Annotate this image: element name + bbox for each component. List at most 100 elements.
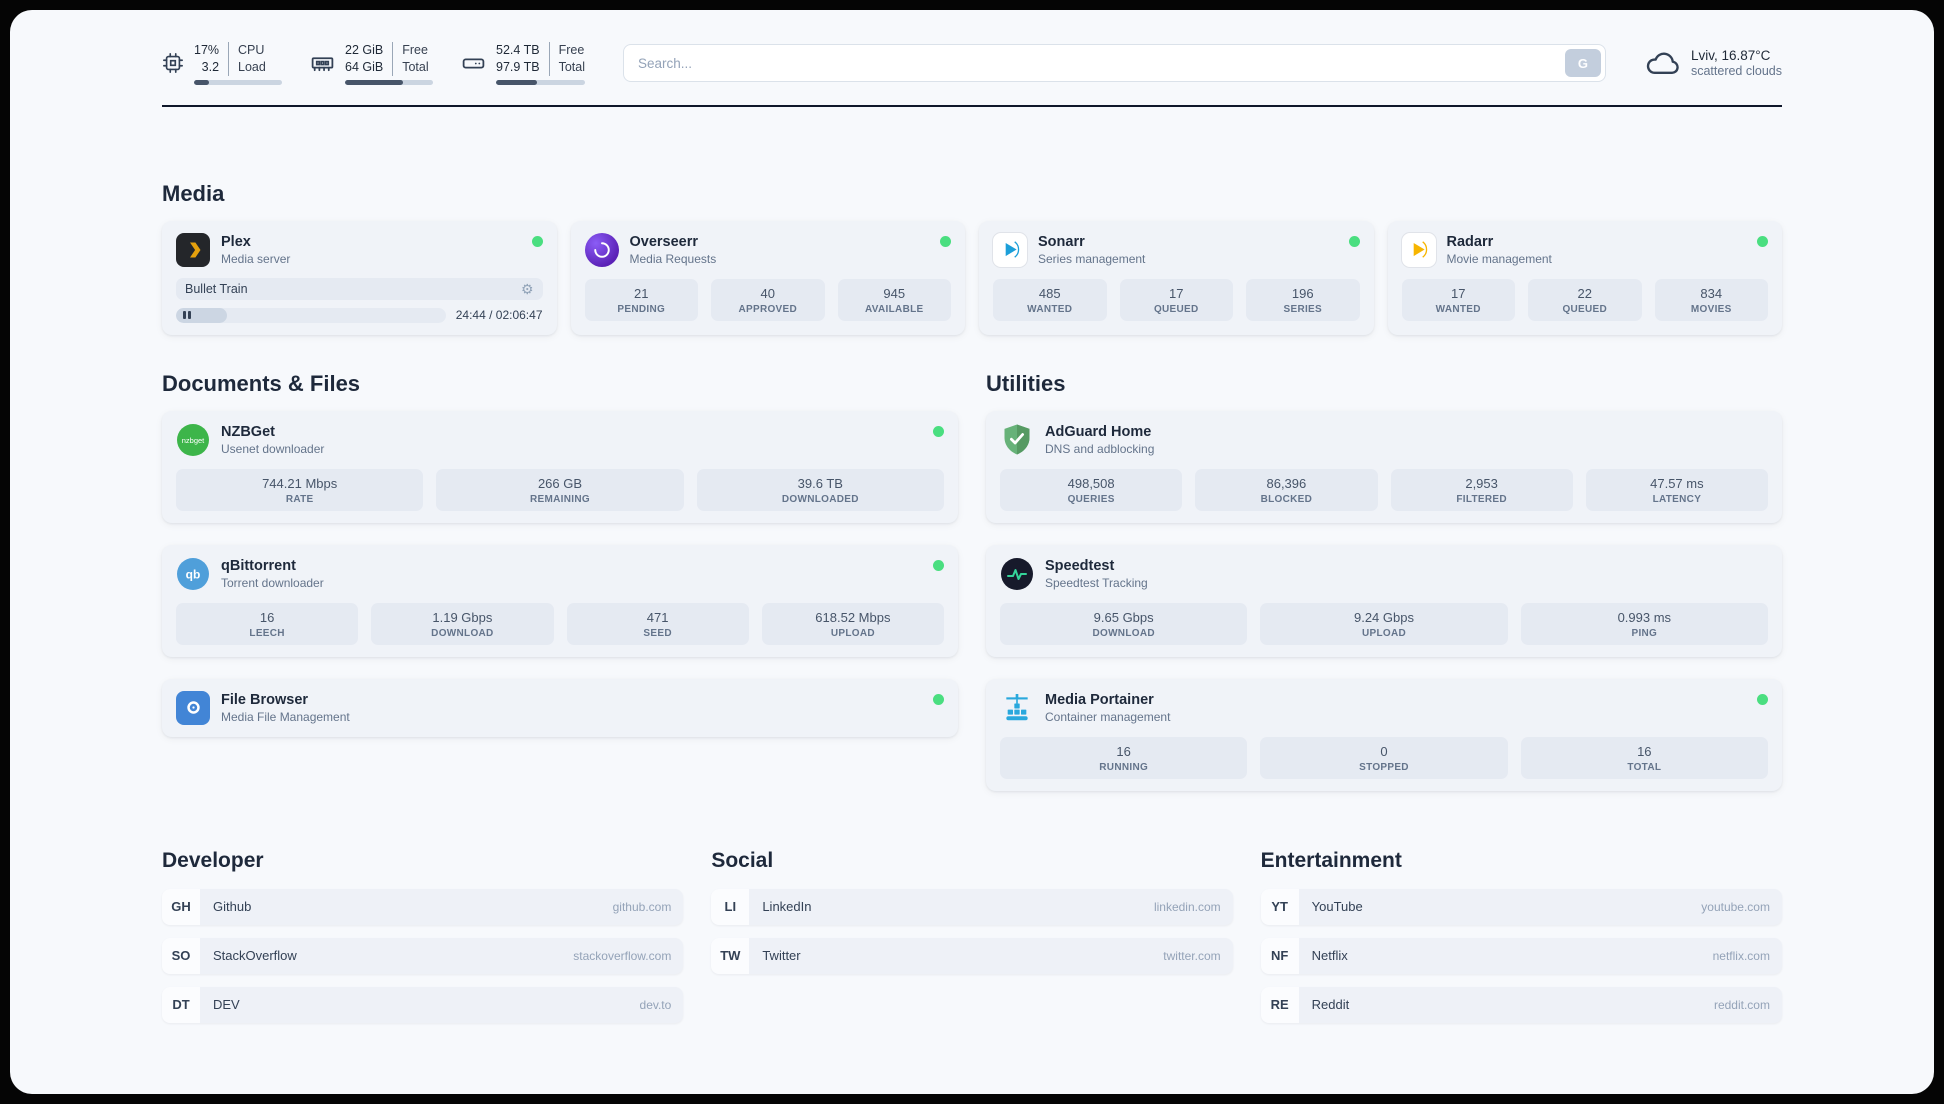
stat-block: 498,508 QUERIES: [1000, 468, 1183, 511]
stat-block: 16 TOTAL: [1520, 736, 1768, 779]
stat-block: 1.19 Gbps DOWNLOAD: [371, 602, 554, 645]
divider: [228, 42, 230, 76]
cpu-usage-value: 17%: [194, 43, 220, 57]
cpu-progress-bar: [194, 79, 282, 85]
stat-block: 945 AVAILABLE: [837, 278, 951, 321]
pause-icon: [183, 311, 191, 320]
service-card-nzbget[interactable]: nzbget NZBGet Usenet downloader 744.21 M…: [162, 410, 958, 523]
service-stats: 16 LEECH 1.19 Gbps DOWNLOAD 471 SEED 618.52…: [176, 602, 944, 645]
speedtest-icon: [1000, 557, 1034, 591]
playback-time: 24:44 / 02:06:47: [455, 308, 543, 323]
service-description: Media File Management: [221, 710, 350, 725]
service-card-plex[interactable]: Plex Media server Bullet Train ⚙: [162, 220, 557, 335]
cpu-load-label: Load: [238, 59, 266, 74]
playback-progress-row: 24:44 / 02:06:47: [176, 307, 543, 323]
portainer-icon: [1000, 691, 1034, 725]
bookmark-dev[interactable]: DT DEV dev.to: [162, 986, 684, 1023]
disk-total-value: 97.9 TB: [496, 59, 540, 74]
weather-widget: Lviv, 16.87°C scattered clouds: [1644, 47, 1782, 80]
disk-progress-bar: [496, 79, 585, 85]
bookmark-linkedin[interactable]: LI LinkedIn linkedin.com: [711, 888, 1233, 925]
search-provider-button[interactable]: G: [1564, 49, 1601, 78]
group-utilities: Utilities AdGuard Home DNS and adblockin…: [986, 371, 1782, 791]
cpu-load-value: 3.2: [201, 59, 220, 74]
bookmark-name: LinkedIn: [762, 899, 812, 915]
now-playing-row: Bullet Train ⚙: [176, 277, 543, 300]
stat-block: 17 WANTED: [1401, 278, 1515, 321]
status-dot: [933, 559, 944, 571]
divider: [548, 42, 550, 76]
service-description: Container management: [1045, 710, 1171, 725]
service-card-sonarr[interactable]: Sonarr Series management 485 WANTED 17 QUE…: [979, 220, 1374, 335]
bookmark-reddit[interactable]: RE Reddit reddit.com: [1260, 986, 1782, 1023]
service-stats: 17 WANTED 22 QUEUED 834 MOVIES: [1401, 278, 1768, 321]
bookmark-url: reddit.com: [1713, 997, 1770, 1012]
bookmark-url: linkedin.com: [1153, 899, 1221, 914]
status-dot: [1757, 235, 1768, 247]
stat-block: 9.24 Gbps UPLOAD: [1260, 602, 1508, 645]
bookmark-stackoverflow[interactable]: SO StackOverflow stackoverflow.com: [162, 937, 684, 974]
stat-block: 21 PENDING: [584, 278, 698, 321]
stat-block: 16 LEECH: [176, 602, 359, 645]
service-description: Media server: [221, 252, 291, 267]
bookmark-group-entertainment: Entertainment YT YouTube youtube.com NF …: [1260, 848, 1782, 1023]
memory-free-label: Free: [402, 43, 428, 57]
service-card-speedtest[interactable]: Speedtest Speedtest Tracking 9.65 Gbps DO…: [986, 544, 1782, 657]
disk-free-label: Free: [558, 43, 585, 57]
service-card-filebrowser[interactable]: File Browser Media File Management: [162, 678, 958, 737]
cpu-icon: [162, 52, 184, 74]
service-card-radarr[interactable]: Radarr Movie management 17 WANTED 22 QUEUE…: [1387, 220, 1782, 335]
disk-icon: [461, 51, 486, 76]
status-dot: [1757, 693, 1768, 705]
stat-block: 744.21 Mbps RATE: [176, 468, 424, 511]
service-description: Series management: [1038, 252, 1146, 267]
header-divider: [162, 104, 1782, 107]
service-card-adguard[interactable]: AdGuard Home DNS and adblocking 498,508 Q…: [986, 410, 1782, 523]
service-card-portainer[interactable]: Media Portainer Container management 16 R…: [986, 678, 1782, 791]
memory-widget: 22 GiB 64 GiB Free Total: [310, 42, 433, 85]
stat-block: 0 STOPPED: [1260, 736, 1508, 779]
stat-block: 0.993 ms PING: [1520, 602, 1768, 645]
stat-block: 47.57 ms LATENCY: [1585, 468, 1768, 511]
search-input[interactable]: [622, 44, 1606, 83]
qbittorrent-icon: qb: [176, 557, 210, 591]
svg-text:qb: qb: [186, 567, 201, 581]
resource-widgets: 17% 3.2 CPU Load: [162, 42, 585, 85]
filebrowser-icon: [176, 690, 210, 725]
service-name: NZBGet: [221, 424, 275, 441]
dashboard-page: 17% 3.2 CPU Load: [10, 10, 1934, 1094]
bookmark-group-title: Entertainment: [1260, 848, 1402, 872]
service-name: Plex: [221, 234, 251, 251]
service-stats: 498,508 QUERIES 86,396 BLOCKED 2,953 FILTER…: [1000, 468, 1768, 511]
stat-block: 196 SERIES: [1246, 278, 1360, 321]
bookmark-github[interactable]: GH Github github.com: [162, 888, 684, 925]
bookmark-name: Github: [213, 899, 252, 915]
status-dot: [531, 235, 543, 247]
disk-total-label: Total: [558, 59, 585, 74]
service-stats: 16 RUNNING 0 STOPPED 16 TOTAL: [1000, 736, 1768, 779]
service-name: Media Portainer: [1045, 692, 1154, 709]
service-card-overseerr[interactable]: Overseerr Media Requests 21 PENDING 40 APP…: [570, 220, 965, 335]
bookmark-abbr: DT: [162, 986, 200, 1023]
memory-total-value: 64 GiB: [345, 59, 384, 74]
weather-location: Lviv, 16.87°C: [1690, 48, 1771, 64]
bookmark-url: youtube.com: [1701, 899, 1770, 914]
service-name: File Browser: [221, 692, 309, 709]
bookmark-url: github.com: [612, 899, 672, 914]
bookmark-group-developer: Developer GH Github github.com SO StackO…: [162, 849, 684, 1023]
service-name: Sonarr: [1038, 234, 1085, 251]
bookmark-abbr: SO: [162, 937, 200, 974]
bookmark-name: DEV: [213, 997, 240, 1013]
memory-icon: [310, 51, 335, 76]
bookmark-youtube[interactable]: YT YouTube youtube.com: [1260, 888, 1782, 925]
bookmark-twitter[interactable]: TW Twitter twitter.com: [711, 937, 1233, 974]
memory-progress-bar: [345, 79, 433, 85]
service-card-qbittorrent[interactable]: qb qBittorrent Torrent downloader 16 LEEC…: [162, 544, 958, 657]
cpu-widget: 17% 3.2 CPU Load: [162, 42, 282, 85]
stat-block: 485 WANTED: [993, 278, 1107, 321]
service-stats: 9.65 Gbps DOWNLOAD 9.24 Gbps UPLOAD 0.993 …: [1000, 602, 1768, 645]
stat-block: 17 QUEUED: [1119, 278, 1233, 321]
weather-condition: scattered clouds: [1690, 64, 1782, 79]
bookmark-netflix[interactable]: NF Netflix netflix.com: [1260, 937, 1782, 974]
stat-block: 471 SEED: [566, 602, 749, 645]
